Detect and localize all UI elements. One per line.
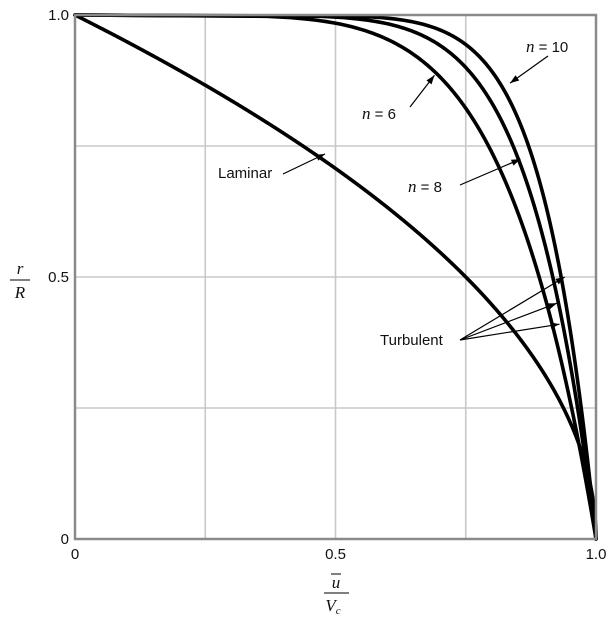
n6-label: n = 6 <box>362 104 396 123</box>
n10-arrow-head <box>510 75 520 84</box>
tick-labels: 0 0.5 1.0 0 0.5 1.0 <box>48 7 606 563</box>
profile-curves <box>73 13 598 541</box>
n8-label: n = 8 <box>408 177 442 196</box>
x-tick-label: 0.5 <box>325 546 346 563</box>
turbulent-arrow-3-head <box>550 322 560 329</box>
curve-n8 <box>73 13 598 541</box>
turbulent-arrow-1 <box>459 276 566 341</box>
y-label-denominator: R <box>14 283 26 302</box>
x-axis-label: u Vc <box>324 573 349 617</box>
y-axis-label: r R <box>10 259 30 302</box>
x-label-subscript: c <box>336 605 341 617</box>
y-tick-label: 0 <box>61 531 69 548</box>
laminar-label: Laminar <box>218 165 272 182</box>
plot-frame <box>73 13 598 541</box>
n8-arrow <box>459 158 521 186</box>
y-tick-label: 1.0 <box>48 7 69 24</box>
turbulent-arrow-3 <box>459 323 560 341</box>
n10-label: n = 10 <box>526 37 568 56</box>
n8-arrow-head <box>510 159 521 166</box>
laminar-arrow-head <box>315 153 326 161</box>
curve-n6 <box>73 13 598 541</box>
x-label-numerator: u <box>332 573 341 592</box>
turbulent-arrow-1-head <box>555 277 565 285</box>
annotation-arrows <box>282 55 566 341</box>
x-tick-label: 0 <box>71 546 79 563</box>
n6-arrow-head <box>426 75 435 85</box>
y-label-numerator: r <box>17 259 24 278</box>
turbulent-arrow-2 <box>459 302 558 341</box>
turbulent-label: Turbulent <box>380 332 444 349</box>
turbulent-arrow-2-head <box>547 303 557 310</box>
y-tick-label: 0.5 <box>48 269 69 286</box>
grid-lines <box>75 15 596 539</box>
curve-n10 <box>73 13 598 541</box>
x-tick-label: 1.0 <box>586 546 607 563</box>
x-label-denominator: Vc <box>325 596 340 617</box>
